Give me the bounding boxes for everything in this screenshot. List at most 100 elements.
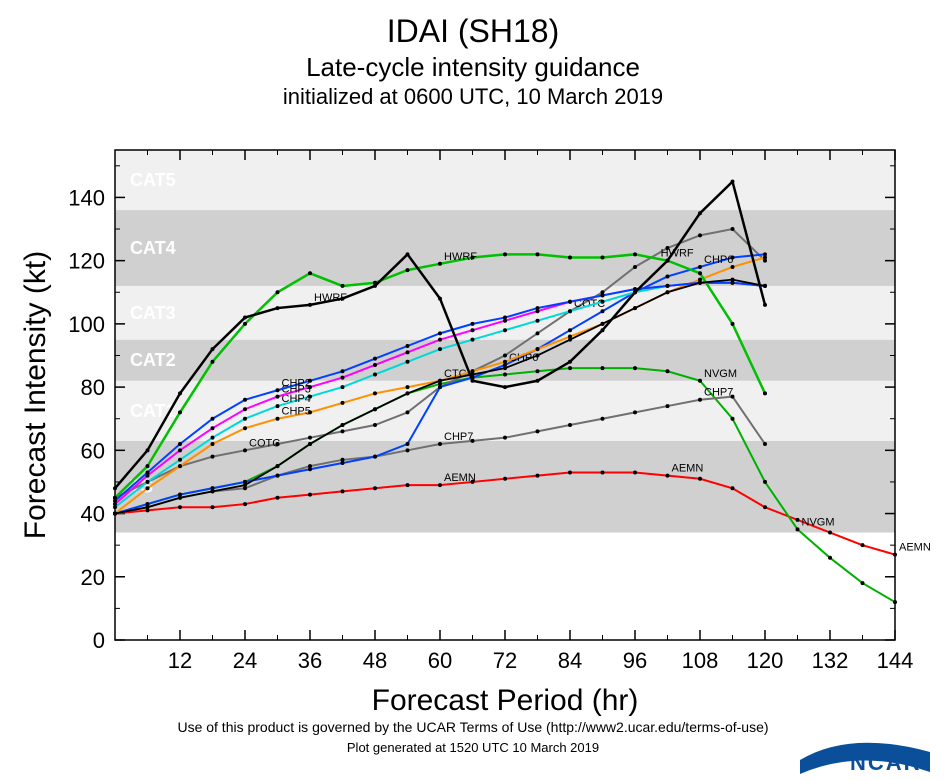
- marker: [763, 284, 767, 288]
- marker: [893, 553, 897, 557]
- marker: [113, 496, 117, 500]
- marker: [146, 448, 150, 452]
- marker: [763, 480, 767, 484]
- y-tick-label: 0: [93, 628, 105, 653]
- marker: [503, 252, 507, 256]
- series-label: HWRF: [661, 248, 694, 260]
- marker: [731, 227, 735, 231]
- marker: [178, 391, 182, 395]
- marker: [308, 271, 312, 275]
- marker: [373, 486, 377, 490]
- y-tick-label: 100: [68, 312, 105, 337]
- marker: [276, 388, 280, 392]
- marker: [796, 527, 800, 531]
- marker: [373, 423, 377, 427]
- marker: [243, 502, 247, 506]
- marker: [666, 274, 670, 278]
- intensity-chart: TSCAT1CAT2CAT3CAT4CAT5122436486072849610…: [0, 0, 946, 780]
- marker: [503, 353, 507, 357]
- marker: [471, 328, 475, 332]
- marker: [698, 211, 702, 215]
- x-tick-label: 144: [877, 648, 914, 673]
- marker: [568, 360, 572, 364]
- marker: [373, 455, 377, 459]
- series-label: NVGM: [704, 368, 737, 380]
- marker: [828, 531, 832, 535]
- marker: [633, 290, 637, 294]
- marker: [828, 556, 832, 560]
- marker: [893, 600, 897, 604]
- marker: [373, 363, 377, 367]
- marker: [276, 464, 280, 468]
- marker: [406, 360, 410, 364]
- x-tick-label: 72: [493, 648, 517, 673]
- marker: [113, 512, 117, 516]
- marker: [438, 483, 442, 487]
- marker: [146, 505, 150, 509]
- series-label: HWRF: [314, 292, 347, 304]
- marker: [536, 252, 540, 256]
- marker: [341, 461, 345, 465]
- marker: [341, 385, 345, 389]
- marker: [146, 480, 150, 484]
- marker: [308, 303, 312, 307]
- cat-label: CAT4: [130, 238, 176, 258]
- series-label: CHP2: [282, 377, 311, 389]
- marker: [211, 360, 215, 364]
- marker: [698, 265, 702, 269]
- marker: [406, 252, 410, 256]
- y-tick-label: 80: [81, 375, 105, 400]
- marker: [178, 464, 182, 468]
- x-tick-label: 108: [682, 648, 719, 673]
- marker: [178, 458, 182, 462]
- marker: [438, 442, 442, 446]
- marker: [601, 322, 605, 326]
- marker: [276, 496, 280, 500]
- series-label: AEMN: [672, 463, 704, 475]
- marker: [633, 306, 637, 310]
- marker: [666, 404, 670, 408]
- marker: [276, 404, 280, 408]
- series-label: NVGM: [802, 516, 835, 528]
- marker: [568, 328, 572, 332]
- footer-generated: Plot generated at 1520 UTC 10 March 2019: [347, 740, 599, 755]
- marker: [633, 470, 637, 474]
- cat-band: [115, 381, 895, 441]
- y-tick-label: 40: [81, 502, 105, 527]
- marker: [666, 290, 670, 294]
- marker: [568, 300, 572, 304]
- marker: [211, 436, 215, 440]
- marker: [601, 417, 605, 421]
- marker: [243, 322, 247, 326]
- marker: [731, 180, 735, 184]
- marker: [503, 477, 507, 481]
- x-tick-label: 84: [558, 648, 582, 673]
- y-tick-label: 120: [68, 249, 105, 274]
- marker: [503, 316, 507, 320]
- marker: [406, 442, 410, 446]
- cat-band: [115, 441, 895, 533]
- marker: [373, 372, 377, 376]
- marker: [276, 474, 280, 478]
- cat-band: [115, 210, 895, 286]
- marker: [536, 379, 540, 383]
- marker: [243, 316, 247, 320]
- marker: [438, 331, 442, 335]
- marker: [438, 297, 442, 301]
- marker: [373, 357, 377, 361]
- marker: [406, 483, 410, 487]
- marker: [698, 398, 702, 402]
- marker: [666, 284, 670, 288]
- marker: [178, 442, 182, 446]
- marker: [341, 369, 345, 373]
- marker: [698, 271, 702, 275]
- marker: [438, 385, 442, 389]
- marker: [406, 448, 410, 452]
- marker: [503, 385, 507, 389]
- y-tick-label: 60: [81, 438, 105, 463]
- marker: [178, 496, 182, 500]
- marker: [146, 464, 150, 468]
- marker: [568, 309, 572, 313]
- marker: [406, 410, 410, 414]
- marker: [276, 306, 280, 310]
